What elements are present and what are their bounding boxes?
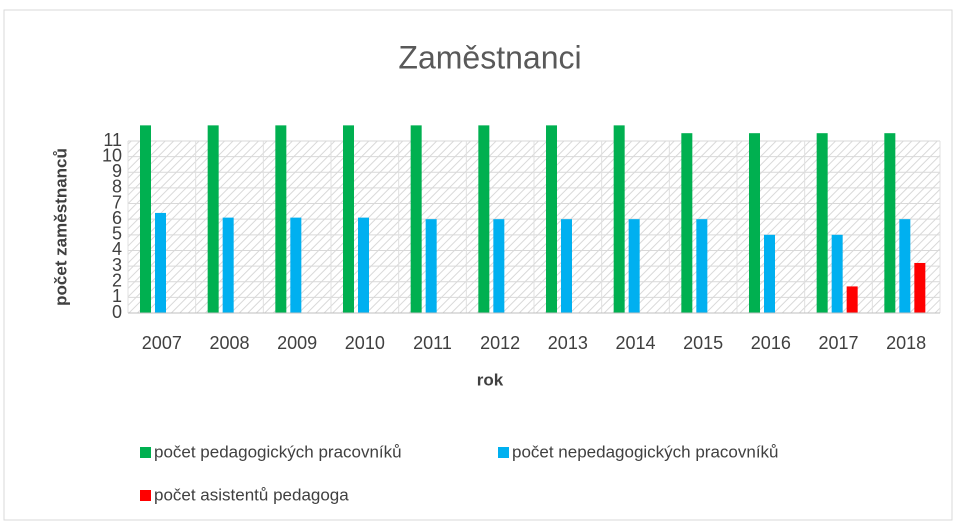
- x-tick-label: 2017: [818, 333, 858, 353]
- bar: [275, 125, 287, 313]
- chart-title: Zaměstnanci: [398, 39, 581, 75]
- y-tick-label: 7: [112, 192, 122, 212]
- x-tick-label: 2014: [615, 333, 655, 353]
- legend-label: počet pedagogických pracovníků: [154, 442, 402, 461]
- x-tick-label: 2012: [480, 333, 520, 353]
- bar: [764, 234, 775, 313]
- bar: [884, 133, 896, 313]
- x-axis-label: rok: [477, 370, 504, 389]
- bar: [816, 133, 828, 313]
- bar: [222, 217, 234, 313]
- y-tick-label: 11: [103, 130, 122, 150]
- bar: [681, 133, 693, 313]
- y-tick-label: 4: [112, 239, 122, 259]
- legend-label: počet asistentů pedagoga: [154, 485, 349, 504]
- x-tick-label: 2015: [683, 333, 723, 353]
- bar: [358, 217, 369, 313]
- y-tick-label: 3: [112, 255, 122, 275]
- bar: [425, 219, 437, 313]
- bar: [749, 133, 760, 313]
- bar: [696, 219, 708, 313]
- legend-swatch: [140, 490, 151, 501]
- bar: [410, 125, 422, 313]
- legend-swatch: [498, 447, 509, 458]
- x-tick-label: 2018: [886, 333, 926, 353]
- x-tick-label: 2013: [548, 333, 588, 353]
- legend-label: počet nepedagogických pracovníků: [512, 442, 779, 461]
- legend-swatch: [140, 447, 151, 458]
- y-tick-label: 5: [112, 224, 122, 244]
- x-tick-label: 2008: [209, 333, 249, 353]
- y-axis-label: počet zaměstnanců: [51, 148, 70, 306]
- y-tick-label: 9: [112, 161, 122, 181]
- x-tick-label: 2016: [751, 333, 791, 353]
- bar: [899, 219, 911, 313]
- bar: [207, 125, 219, 313]
- bar: [155, 212, 166, 313]
- y-tick-label: 6: [112, 208, 122, 228]
- x-tick-label: 2009: [277, 333, 317, 353]
- bar: [628, 219, 640, 313]
- y-tick-label: 10: [102, 145, 122, 165]
- bar: [613, 125, 625, 313]
- bar: [493, 219, 505, 313]
- bar: [846, 286, 858, 313]
- bar: [478, 125, 490, 313]
- x-tick-label: 2011: [413, 333, 452, 353]
- bar: [343, 125, 354, 313]
- bar: [140, 125, 151, 313]
- y-tick-label: 8: [112, 177, 122, 197]
- y-tick-label: 0: [112, 302, 122, 322]
- bar: [561, 219, 572, 313]
- bar: [290, 217, 302, 313]
- x-tick-label: 2007: [142, 333, 182, 353]
- y-tick-label: 1: [112, 286, 122, 306]
- x-tick-label: 2010: [345, 333, 385, 353]
- y-tick-label: 2: [112, 270, 122, 290]
- bar: [546, 125, 557, 313]
- bar: [831, 234, 843, 313]
- bar: [914, 262, 926, 313]
